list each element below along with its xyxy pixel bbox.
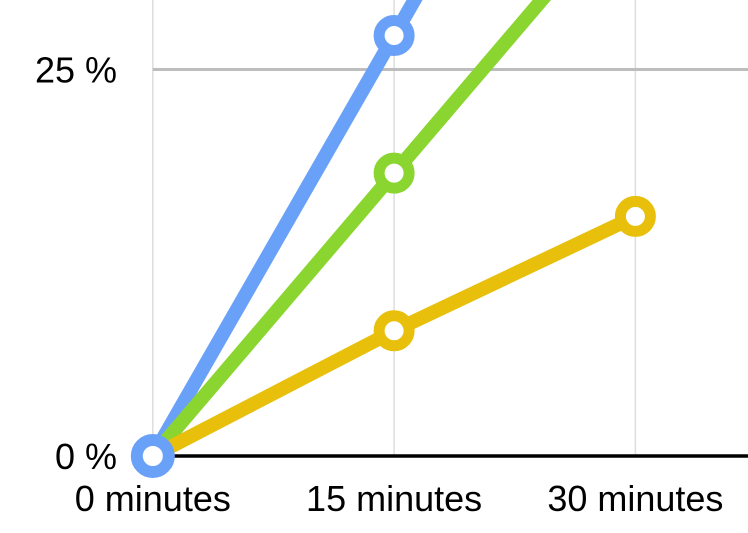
series-layer	[130, 0, 656, 478]
y-tick-label-1: 25 %	[35, 50, 117, 91]
y-tick-label-0: 0 %	[55, 436, 117, 477]
series-2	[149, 195, 656, 463]
series-0-point-1	[373, 15, 415, 57]
tick-labels: 0 % 25 % 0 minutes 15 minutes 30 minutes	[35, 50, 724, 519]
series-1	[147, 0, 551, 461]
x-tick-label-1: 15 minutes	[306, 478, 482, 519]
series-2-point-2	[614, 195, 656, 237]
series-1-point-1	[373, 152, 415, 194]
x-tick-label-0: 0 minutes	[75, 478, 231, 519]
series-2-point-1	[373, 310, 415, 352]
grid	[152, 0, 748, 456]
x-tick-label-2: 30 minutes	[547, 478, 723, 519]
origin-point	[130, 434, 175, 478]
